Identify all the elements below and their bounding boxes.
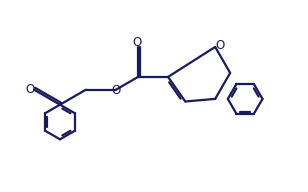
Text: O: O	[25, 83, 34, 96]
Text: O: O	[132, 36, 142, 49]
Text: O: O	[111, 84, 121, 97]
Text: O: O	[215, 39, 224, 52]
